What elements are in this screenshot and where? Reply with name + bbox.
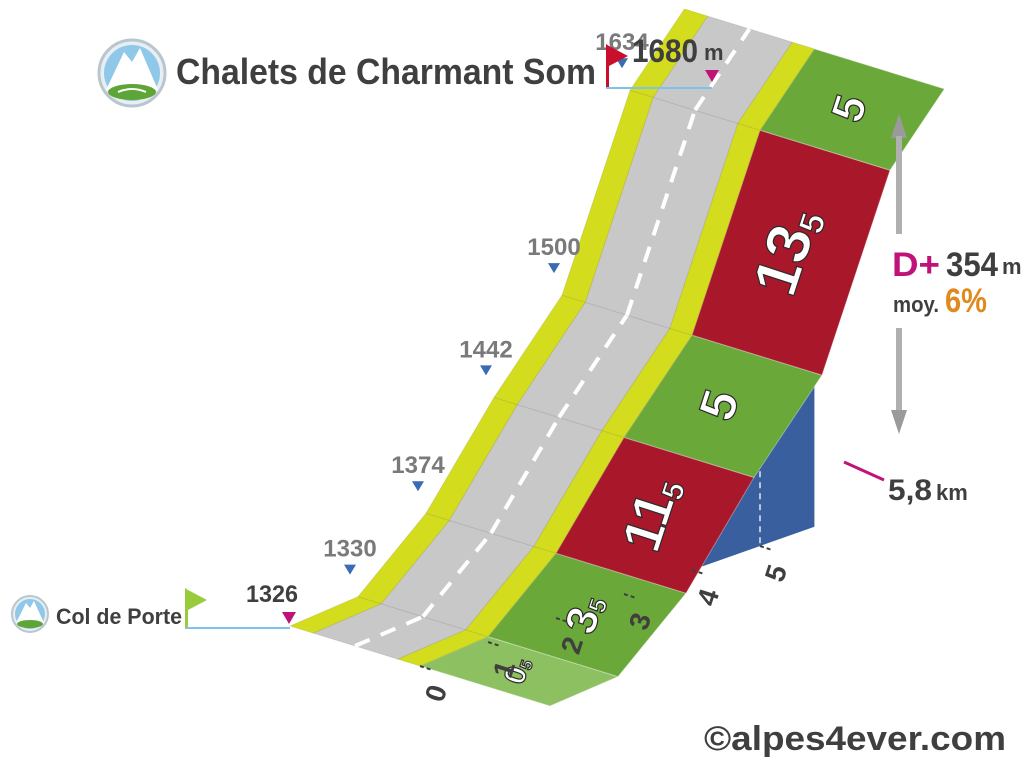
start-marker-icon: [282, 612, 296, 624]
dplus-label: D+: [892, 246, 940, 284]
altitude-marker-icon: [480, 365, 492, 376]
x-tick-mark: [419, 665, 433, 671]
x-tick-label: 0: [419, 681, 453, 705]
start-name: Col de Porte: [56, 604, 182, 629]
x-tick-mark: [555, 617, 569, 623]
altitude-marker-icon: [412, 481, 424, 492]
altitude-labels-layer: 1330 1374 1442 1500 1634: [323, 29, 649, 575]
altitude-marker-icon: [548, 263, 560, 274]
summit-altitude: 1680: [632, 33, 698, 69]
avg-value: 6%: [945, 282, 987, 320]
distance-unit: km: [936, 480, 968, 505]
altitude-label: 1500: [527, 234, 580, 261]
start-icon: [11, 595, 49, 633]
summit-marker-icon: [705, 70, 719, 82]
x-tick-label: 4: [691, 585, 725, 610]
copyright-text: ©alpes4ever.com: [704, 720, 1006, 758]
summit-icon: [97, 38, 167, 108]
x-tick-text: 0: [419, 681, 453, 705]
start-altitude: 1326: [246, 581, 298, 608]
dplus-unit: m: [1002, 254, 1022, 279]
summit-flag-icon: [606, 44, 628, 88]
verge-strip-front: [737, 41, 816, 131]
road-layer: [288, 8, 816, 667]
x-tick-label: 5: [759, 561, 793, 585]
start-flag-icon: [185, 588, 207, 628]
altitude-label: 1442: [459, 336, 512, 363]
road-centre-line: [557, 313, 629, 419]
x-tick-mark: [691, 569, 705, 575]
summit-name: Chalets de Charmant Som: [176, 51, 596, 92]
distance-value: 5,8: [888, 474, 932, 507]
altitude-label: 1374: [391, 452, 445, 479]
summit-altitude-unit: m: [704, 40, 724, 65]
elevation-arrow-icon: [891, 114, 907, 434]
x-tick-mark: [487, 641, 501, 647]
dplus-value: 354: [946, 246, 998, 284]
x-tick-text: 5: [759, 561, 793, 585]
x-tick-text: 4: [691, 585, 725, 610]
x-tick-mark: [759, 545, 773, 551]
road-centre-line: [625, 109, 697, 316]
altitude-marker-icon: [344, 564, 356, 575]
avg-label: moy.: [893, 292, 939, 317]
road-centre-line: [489, 416, 561, 535]
altitude-label: 1330: [323, 536, 376, 563]
road-centre-line: [354, 614, 424, 648]
distance-pointer-line: [843, 460, 885, 482]
road-centre-line: [421, 531, 493, 618]
altitude-label: 1634: [595, 29, 649, 56]
x-tick-mark: [623, 593, 637, 599]
